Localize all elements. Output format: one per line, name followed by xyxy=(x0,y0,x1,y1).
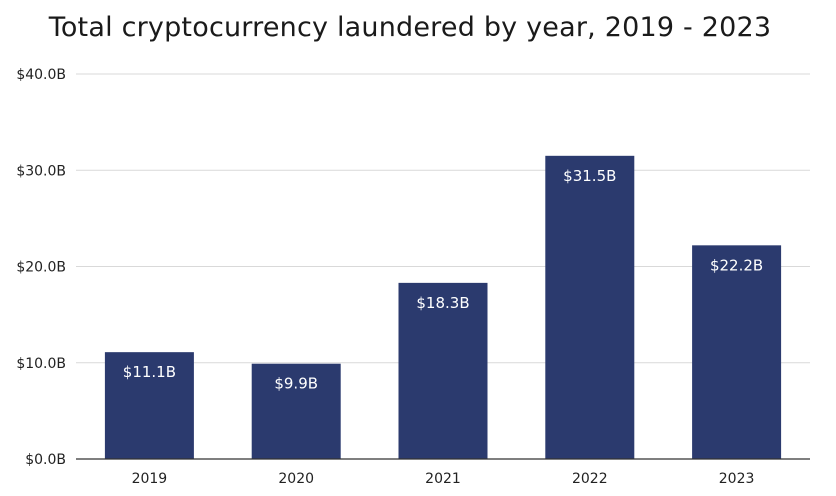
bar-2020 xyxy=(251,363,341,459)
y-tick-label: $10.0B xyxy=(16,356,66,372)
chart-title: Total cryptocurrency laundered by year, … xyxy=(48,12,772,43)
x-tick-label: 2022 xyxy=(572,471,608,487)
y-tick-label: $0.0B xyxy=(25,452,66,468)
y-tick-label: $20.0B xyxy=(16,260,66,276)
x-tick-label: 2020 xyxy=(278,471,314,487)
data-label: $31.5B xyxy=(563,167,616,185)
data-label: $22.2B xyxy=(710,256,763,274)
y-tick-label: $30.0B xyxy=(16,163,66,179)
y-tick-label: $40.0B xyxy=(16,67,66,83)
data-label: $18.3B xyxy=(416,294,469,312)
data-label: $11.1B xyxy=(123,363,176,381)
data-label: $9.9B xyxy=(274,375,318,393)
bar-2019 xyxy=(104,352,194,459)
bar-2023 xyxy=(692,245,782,459)
bar-2021 xyxy=(398,282,488,459)
bar-2022 xyxy=(545,155,635,459)
x-tick-label: 2019 xyxy=(132,471,168,487)
x-tick-label: 2021 xyxy=(425,471,461,487)
x-tick-label: 2023 xyxy=(719,471,755,487)
